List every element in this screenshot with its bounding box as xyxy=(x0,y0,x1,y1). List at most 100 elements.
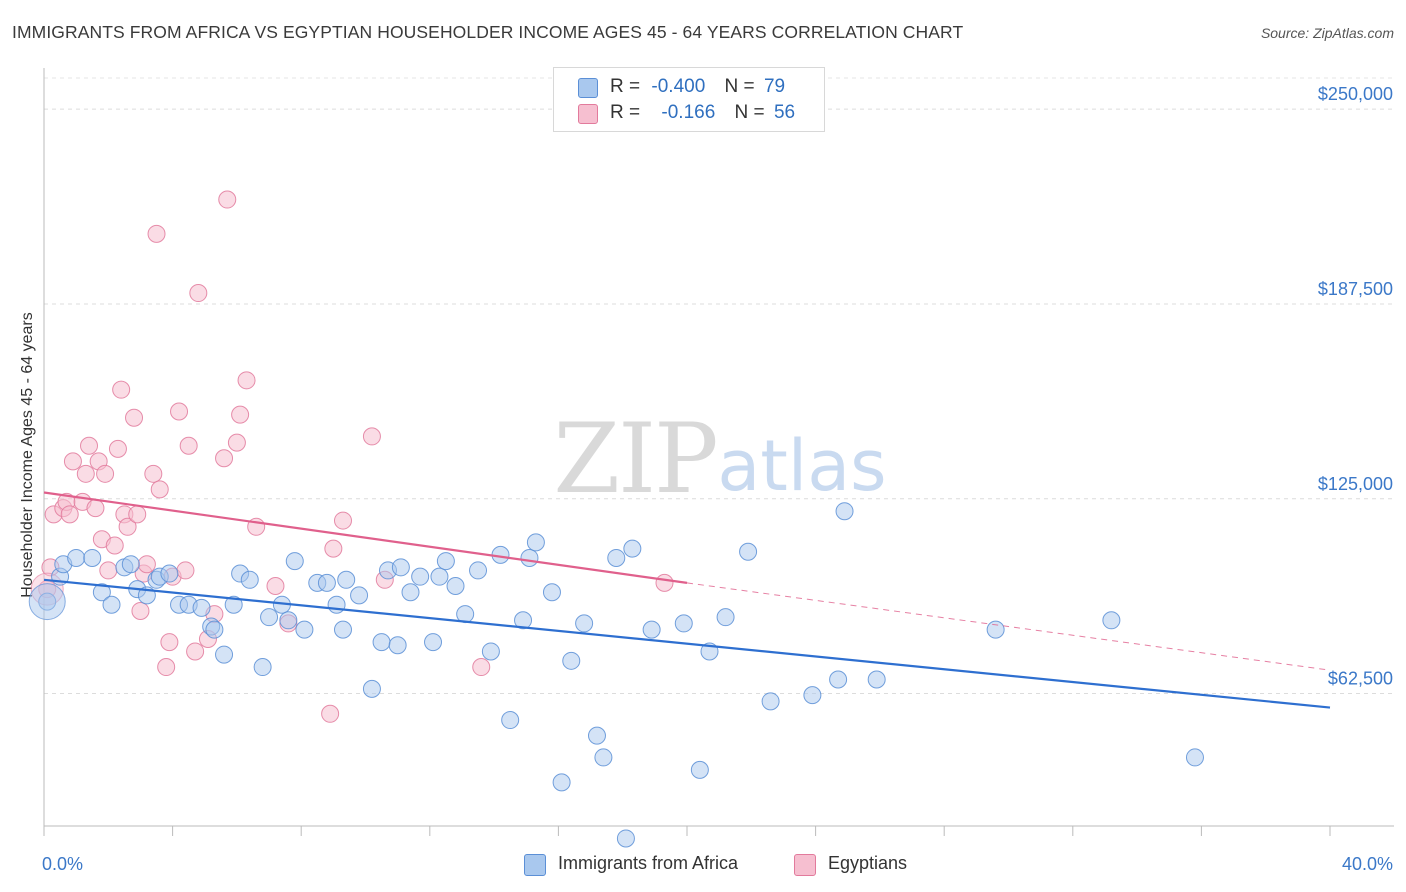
africa-point xyxy=(391,558,410,577)
africa-point xyxy=(92,583,111,602)
chart-title: IMMIGRANTS FROM AFRICA VS EGYPTIAN HOUSE… xyxy=(12,22,964,42)
africa-point xyxy=(205,620,224,639)
africa-point xyxy=(295,620,314,639)
africa-point xyxy=(867,670,886,689)
egyptians-point xyxy=(321,704,340,723)
africa-point xyxy=(501,711,520,730)
egyptians-point xyxy=(157,658,176,677)
legend-label-egyptians: Egyptians xyxy=(828,853,908,873)
africa-point xyxy=(829,670,848,689)
watermark-atlas: atlas xyxy=(717,425,886,507)
egyptians-point xyxy=(125,408,144,427)
africa-point xyxy=(739,542,758,561)
y-tick-label-1: $125,000 xyxy=(1318,474,1393,494)
egyptians-point xyxy=(227,433,246,452)
egyptians-point xyxy=(218,190,237,209)
africa-point xyxy=(1185,748,1204,767)
egyptians-point xyxy=(362,427,381,446)
africa-point xyxy=(552,773,571,792)
egyptians-point xyxy=(105,536,124,555)
africa-point xyxy=(526,533,545,552)
axes xyxy=(43,68,1394,836)
africa-point xyxy=(616,829,635,848)
stats-swatch-egyptians xyxy=(578,104,598,124)
egyptians-point xyxy=(189,284,208,303)
egyptians-point xyxy=(655,573,674,592)
egyptians-point xyxy=(137,555,156,574)
africa-point xyxy=(240,570,259,589)
africa-point xyxy=(761,692,780,711)
africa-point xyxy=(986,620,1005,639)
africa-point xyxy=(362,679,381,698)
trend-line-egyptians-extension xyxy=(686,582,1331,671)
africa-point xyxy=(160,564,179,583)
africa-point xyxy=(401,583,420,602)
watermark-zip: ZIP xyxy=(553,403,716,515)
egyptians-point xyxy=(60,505,79,524)
tick-labels: $62,500 $125,000 $187,500 $250,000 0.0% 40.0% xyxy=(42,84,1393,874)
africa-point xyxy=(436,552,455,571)
source-credit: Source: ZipAtlas.com xyxy=(1260,25,1394,41)
legend-swatch-egyptians xyxy=(794,854,816,876)
africa-point xyxy=(285,552,304,571)
egyptians-point xyxy=(112,380,131,399)
x-tick-label-start: 0.0% xyxy=(42,854,83,874)
africa-point xyxy=(520,548,539,567)
egyptians-point xyxy=(160,633,179,652)
egyptians-points xyxy=(30,190,674,723)
egyptians-point xyxy=(150,480,169,499)
africa-point xyxy=(67,548,86,567)
egyptians-point xyxy=(324,539,343,558)
africa-point xyxy=(607,548,626,567)
africa-point xyxy=(424,633,443,652)
africa-point xyxy=(1102,611,1121,630)
egyptians-point xyxy=(472,658,491,677)
egyptians-point xyxy=(63,452,82,471)
y-tick-label-3: $250,000 xyxy=(1318,84,1393,104)
egyptians-point xyxy=(128,505,147,524)
egyptians-point xyxy=(76,464,95,483)
egyptians-point xyxy=(108,439,127,458)
africa-point xyxy=(674,614,693,633)
n-label: N = xyxy=(724,76,755,97)
r-label: R = xyxy=(610,76,641,97)
africa-point xyxy=(372,633,391,652)
africa-point xyxy=(562,651,581,670)
africa-point xyxy=(28,583,66,621)
africa-point xyxy=(594,748,613,767)
africa-point xyxy=(587,726,606,745)
egyptians-point xyxy=(266,577,285,596)
egyptians-point xyxy=(170,402,189,421)
r-value-africa: -0.400 xyxy=(651,76,706,97)
africa-point xyxy=(102,595,121,614)
egyptians-point xyxy=(231,405,250,424)
africa-point xyxy=(253,658,272,677)
trend-lines xyxy=(43,491,1331,709)
africa-point xyxy=(350,586,369,605)
africa-point xyxy=(260,608,279,627)
n-value-africa: 79 xyxy=(763,76,786,97)
legend-swatch-africa xyxy=(524,854,546,876)
correlation-stats-box: R = -0.400 N = 79 R = -0.166 N = 56 xyxy=(553,67,825,132)
africa-point xyxy=(224,595,243,614)
africa-point xyxy=(642,620,661,639)
egyptians-point xyxy=(215,449,234,468)
egyptians-point xyxy=(186,642,205,661)
africa-point xyxy=(542,583,561,602)
x-tick-label-end: 40.0% xyxy=(1342,854,1393,874)
egyptians-point xyxy=(80,436,99,455)
egyptians-point xyxy=(179,436,198,455)
africa-point xyxy=(716,608,735,627)
africa-point xyxy=(279,611,298,630)
y-tick-label-0: $62,500 xyxy=(1328,669,1393,689)
r-value-egyptians: -0.166 xyxy=(661,102,716,123)
egyptians-point xyxy=(86,499,105,518)
y-tick-label-2: $187,500 xyxy=(1318,279,1393,299)
africa-point xyxy=(690,760,709,779)
africa-point xyxy=(192,598,211,617)
africa-point xyxy=(446,577,465,596)
stats-swatch-africa xyxy=(578,78,598,98)
africa-point xyxy=(411,567,430,586)
egyptians-point xyxy=(147,224,166,243)
africa-point xyxy=(835,502,854,521)
